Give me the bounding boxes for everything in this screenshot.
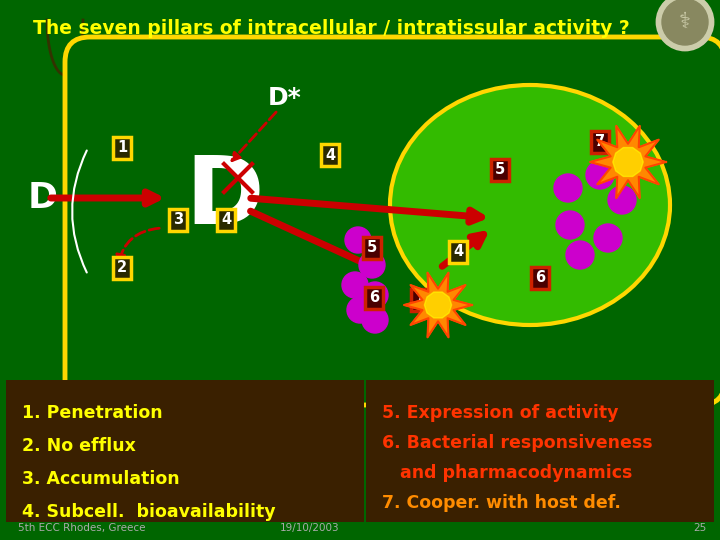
Text: 4: 4 [453, 245, 463, 260]
FancyBboxPatch shape [366, 380, 714, 522]
Text: 7: 7 [595, 134, 605, 150]
Polygon shape [590, 126, 666, 198]
Text: D: D [28, 181, 58, 215]
Circle shape [362, 307, 388, 333]
Circle shape [342, 272, 368, 298]
Text: 2. No efflux: 2. No efflux [22, 437, 136, 455]
Text: and pharmacodynamics: and pharmacodynamics [382, 464, 632, 482]
Text: 6: 6 [535, 271, 545, 286]
Text: The seven pillars of intracellular / intratissular activity ?: The seven pillars of intracellular / int… [33, 18, 629, 37]
Circle shape [347, 297, 373, 323]
Circle shape [554, 174, 582, 202]
Polygon shape [613, 147, 643, 177]
Text: 4: 4 [221, 213, 231, 227]
Circle shape [566, 241, 594, 269]
Text: 4: 4 [325, 147, 335, 163]
Text: 2: 2 [117, 260, 127, 275]
Circle shape [594, 224, 622, 252]
Polygon shape [404, 273, 472, 338]
Text: 5. Expression of activity: 5. Expression of activity [382, 404, 618, 422]
Circle shape [345, 227, 371, 253]
Text: 7. Cooper. with host def.: 7. Cooper. with host def. [382, 494, 621, 512]
Circle shape [362, 282, 388, 308]
Circle shape [608, 186, 636, 214]
Text: 25: 25 [693, 523, 706, 533]
Polygon shape [424, 292, 451, 318]
Text: 5: 5 [367, 240, 377, 255]
Text: 7: 7 [415, 293, 425, 307]
Text: 6. Bacterial responsiveness: 6. Bacterial responsiveness [382, 434, 652, 452]
Circle shape [586, 161, 614, 189]
Text: 5th ECC Rhodes, Greece: 5th ECC Rhodes, Greece [18, 523, 145, 533]
Text: 6: 6 [369, 291, 379, 306]
Text: 1: 1 [117, 140, 127, 156]
Text: 3: 3 [173, 213, 183, 227]
Circle shape [662, 0, 708, 45]
Circle shape [657, 0, 713, 50]
Text: D*: D* [268, 86, 302, 110]
FancyBboxPatch shape [65, 37, 720, 405]
Text: 1. Penetration: 1. Penetration [22, 404, 163, 422]
Text: ⚕: ⚕ [679, 12, 691, 32]
Text: 5: 5 [495, 163, 505, 178]
Text: D: D [185, 152, 264, 244]
Circle shape [556, 211, 584, 239]
Circle shape [359, 252, 385, 278]
FancyBboxPatch shape [6, 380, 364, 522]
Ellipse shape [390, 85, 670, 325]
Text: 19/10/2003: 19/10/2003 [280, 523, 340, 533]
Text: 3. Accumulation: 3. Accumulation [22, 470, 179, 488]
Text: 4. Subcell.  bioavailability: 4. Subcell. bioavailability [22, 503, 276, 521]
